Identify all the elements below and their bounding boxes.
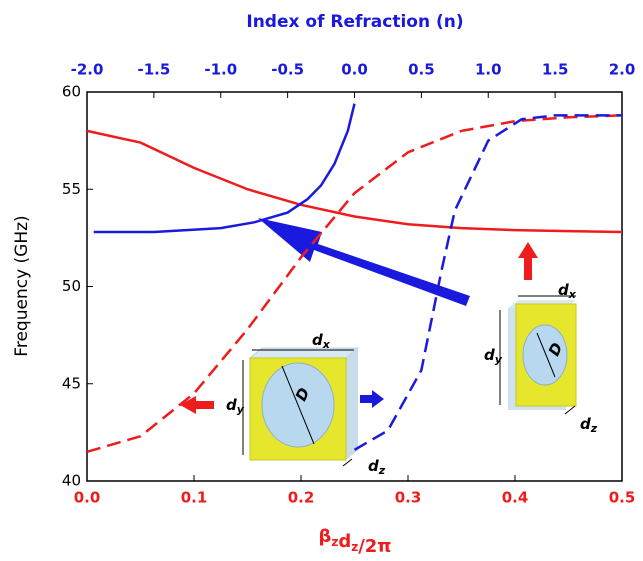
top-tick-label: 0.5 [408, 61, 435, 79]
annotation-sub: z [378, 464, 386, 477]
x-title-sub: z [331, 535, 338, 549]
big-arrow [258, 218, 470, 306]
up-arrow [518, 242, 538, 280]
annotation-main: d [312, 331, 323, 349]
x-tick-label: 0.5 [609, 489, 636, 507]
top-axis-title: Index of Refraction (n) [246, 12, 463, 32]
annotation-main: d [226, 396, 237, 414]
top-tick-label: 1.0 [475, 61, 502, 79]
x-tick-label: 0.2 [288, 489, 315, 507]
x-tick-label: 0.3 [395, 489, 422, 507]
insets [243, 296, 576, 466]
left-arrow [180, 396, 214, 414]
cell-side [346, 348, 358, 460]
x-axis-title: βzdz/2π [318, 526, 391, 557]
x-title-part: β [318, 526, 331, 547]
top-tick-label: 1.5 [542, 61, 569, 79]
series-line [87, 131, 622, 232]
y-tick-label: 60 [62, 83, 81, 101]
annotation-main: d [580, 415, 591, 433]
x-tick-label: 0.4 [502, 489, 529, 507]
dim-line [565, 406, 575, 414]
annotation: dz [368, 457, 386, 478]
annotation: dy [226, 396, 245, 417]
y-tick-label: 40 [62, 472, 81, 490]
annotation-sub: x [322, 338, 331, 351]
arrows [180, 218, 538, 414]
annotation-main: d [368, 457, 379, 475]
y-tick-label: 50 [62, 277, 81, 295]
x-tick-label: 0.0 [74, 489, 101, 507]
y-tick-label: 55 [62, 180, 81, 198]
top-tick-label: 2.0 [609, 61, 636, 79]
annotation-main: d [558, 281, 569, 299]
annotation-main: d [484, 346, 495, 364]
top-tick-label: -1.5 [137, 61, 170, 79]
top-tick-label: -0.5 [271, 61, 304, 79]
series-line [94, 104, 355, 232]
chart: Index of Refraction (n) Frequency (GHz) … [0, 0, 643, 557]
x-title-part: d [338, 531, 351, 552]
top-tick-label: -2.0 [71, 61, 104, 79]
annotation: dx [558, 281, 577, 302]
series-line [355, 115, 623, 450]
x-title-part: /2π [358, 536, 391, 557]
top-tick-label: 0.0 [341, 61, 368, 79]
right-arrow [360, 390, 384, 408]
annotation-sub: y [495, 353, 503, 366]
x-tick-label: 0.1 [181, 489, 208, 507]
annotation-sub: z [590, 422, 598, 435]
annotation: dz [580, 415, 598, 436]
top-tick-label: -1.0 [204, 61, 237, 79]
y-tick-label: 45 [62, 374, 81, 392]
x-title-sub: z [351, 540, 358, 554]
annotation-sub: y [237, 403, 245, 416]
annotation: dx [312, 331, 331, 352]
y-axis-title: Frequency (GHz) [12, 215, 32, 356]
annotation-sub: x [568, 288, 577, 301]
